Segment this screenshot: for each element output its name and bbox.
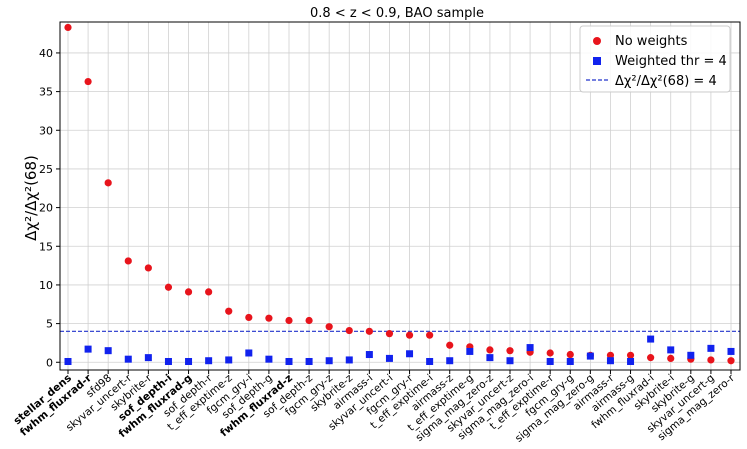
legend: No weights Weighted thr = 4 Δχ²/Δχ²(68) … (579, 25, 731, 93)
data-point (606, 351, 615, 359)
data-point (486, 354, 494, 362)
legend-label-weighted: Weighted thr = 4 (615, 54, 727, 69)
y-tick-label: 35 (39, 86, 53, 99)
data-point (84, 77, 92, 86)
y-tick-label: 30 (39, 124, 53, 137)
data-point (647, 354, 655, 362)
data-point (124, 257, 132, 265)
series-no-weights (64, 23, 735, 365)
data-point (546, 349, 554, 357)
y-tick-label: 5 (46, 318, 53, 331)
data-point (325, 323, 333, 331)
data-point (205, 288, 213, 296)
y-tick-label: 10 (39, 279, 53, 292)
data-point (164, 357, 172, 365)
data-point (285, 316, 293, 325)
data-point (727, 357, 735, 365)
data-point (546, 357, 554, 365)
y-tick-label: 15 (39, 240, 53, 253)
data-point (506, 357, 514, 365)
data-point (385, 330, 394, 338)
data-point (606, 357, 614, 365)
data-point (225, 356, 233, 364)
data-point (385, 354, 393, 362)
grid-lines (60, 22, 740, 370)
y-tick-label: 20 (39, 202, 53, 215)
data-point (446, 357, 454, 365)
data-point (365, 351, 373, 359)
data-point (566, 350, 574, 359)
data-point (365, 327, 373, 335)
y-axis-label: Δχ²/Δχ²(68) (22, 155, 40, 241)
data-point (426, 331, 434, 339)
data-point (466, 347, 474, 355)
plot-frame (59, 21, 741, 371)
data-point (566, 357, 574, 365)
data-point (446, 341, 454, 349)
data-point (64, 357, 72, 365)
data-point (325, 357, 333, 365)
data-point (345, 326, 353, 335)
data-point (184, 288, 193, 296)
data-point (506, 347, 514, 355)
series-weighted-thr-4 (64, 335, 735, 365)
y-axis-ticks: 0 5 10 15 20 25 30 35 40 (39, 47, 60, 369)
data-point (124, 355, 132, 363)
data-point (345, 356, 353, 364)
y-tick-label: 25 (39, 163, 53, 176)
legend-label-no-weights: No weights (615, 34, 688, 49)
x-axis-ticks: stellar_densfwhm_fluxrad-rsfd98skyvar_un… (11, 370, 737, 445)
legend-marker-no-weights (593, 37, 601, 45)
data-point (144, 264, 152, 272)
chart-title: 0.8 < z < 0.9, BAO sample (310, 6, 484, 21)
data-point (486, 346, 494, 354)
data-point (245, 313, 253, 322)
data-point (265, 355, 273, 363)
data-point (667, 346, 675, 354)
data-point (185, 357, 193, 365)
legend-marker-weighted (593, 57, 601, 65)
data-point (285, 357, 293, 365)
data-point (265, 314, 273, 322)
data-point (64, 23, 72, 32)
data-point (586, 352, 594, 360)
data-point (164, 283, 173, 291)
data-point (627, 357, 635, 365)
data-point (647, 335, 655, 343)
data-point (667, 354, 675, 362)
data-point (245, 349, 253, 357)
data-point (144, 354, 152, 362)
data-point (707, 356, 715, 364)
legend-box (579, 25, 731, 93)
data-point (426, 357, 434, 365)
y-tick-label: 40 (39, 47, 53, 60)
data-point (626, 351, 635, 359)
data-point (104, 179, 112, 187)
data-point (305, 316, 313, 325)
data-point (104, 347, 112, 355)
data-point (405, 331, 414, 339)
data-point (225, 307, 233, 315)
data-point (406, 350, 414, 358)
data-point (727, 347, 735, 355)
data-point (526, 344, 534, 352)
data-point (305, 357, 313, 365)
series-layer (64, 23, 735, 365)
data-point (205, 357, 213, 365)
legend-label-reference-line: Δχ²/Δχ²(68) = 4 (615, 74, 717, 89)
data-point (687, 351, 695, 359)
y-tick-label: 0 (46, 356, 53, 369)
data-point (707, 344, 715, 352)
data-point (84, 345, 92, 353)
